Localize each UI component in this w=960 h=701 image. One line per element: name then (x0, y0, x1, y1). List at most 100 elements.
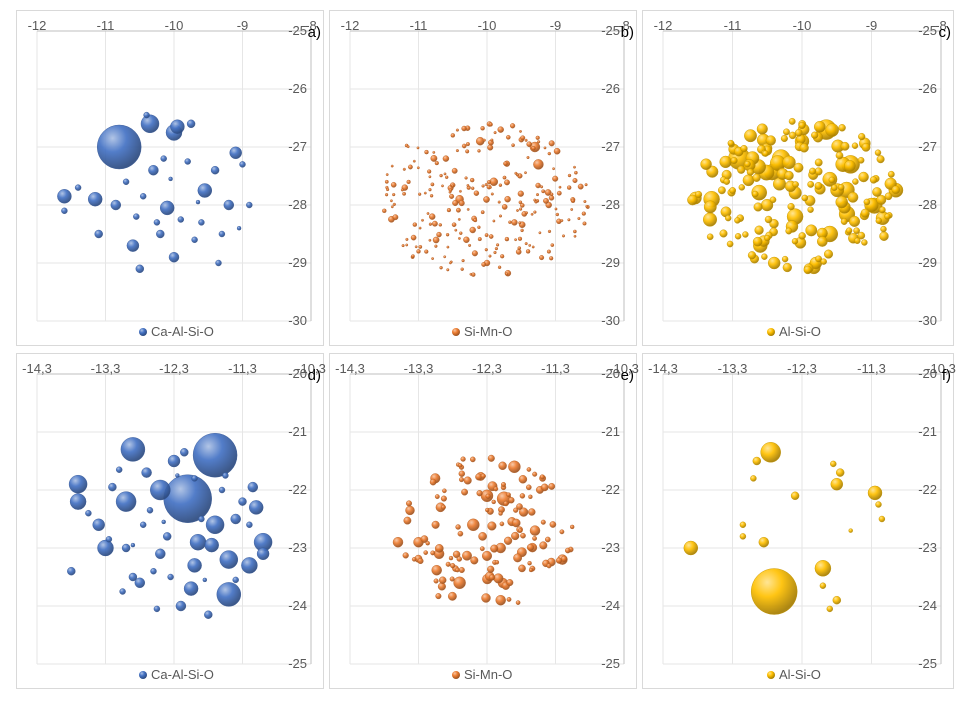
data-bubble (428, 188, 432, 192)
data-bubble (441, 184, 444, 188)
data-bubble (683, 540, 698, 556)
data-bubble (546, 563, 552, 569)
x-tick-label: -11 (97, 18, 115, 33)
data-bubble (450, 563, 456, 569)
data-bubble (110, 199, 122, 211)
data-bubble (535, 182, 541, 189)
data-bubble (528, 567, 534, 573)
data-bubble (187, 558, 202, 573)
data-bubble (765, 135, 776, 146)
panel-label: b) (621, 24, 634, 41)
data-bubble (825, 123, 839, 137)
data-bubble (863, 198, 871, 206)
data-bubble (449, 261, 452, 265)
y-tick-label: -26 (288, 81, 307, 96)
x-tick-label: -12,3 (787, 361, 817, 376)
data-bubble (798, 232, 806, 240)
data-bubble (574, 170, 578, 175)
y-tick-label: -24 (288, 598, 307, 613)
data-bubble (520, 532, 526, 539)
data-bubble (764, 215, 773, 224)
data-bubble (505, 135, 511, 140)
data-bubble (198, 515, 205, 523)
data-bubble (150, 567, 157, 575)
data-bubble (443, 172, 447, 176)
legend-marker (139, 671, 147, 679)
data-bubble (236, 225, 242, 231)
data-bubble (793, 162, 804, 173)
data-bubble (550, 243, 555, 247)
data-bubble (791, 238, 799, 245)
data-bubble (540, 483, 549, 492)
data-bubble (787, 203, 795, 211)
data-bubble (549, 192, 554, 197)
data-bubble (878, 206, 886, 214)
data-bubble (495, 594, 506, 606)
data-bubble (458, 477, 464, 483)
data-bubble (541, 189, 546, 194)
data-bubble (130, 542, 136, 548)
x-tick-label: -13,3 (404, 361, 434, 376)
data-bubble (700, 158, 712, 170)
data-bubble (216, 582, 242, 607)
y-tick-label: -28 (288, 197, 307, 212)
data-bubble (468, 243, 472, 247)
data-bubble (752, 190, 759, 198)
legend-label: Si-Mn-O (464, 324, 512, 339)
data-bubble (446, 208, 451, 213)
data-bubble (747, 251, 757, 260)
data-bubble (528, 243, 532, 247)
data-bubble (570, 198, 576, 204)
y-tick-label: -22 (601, 482, 620, 497)
x-tick-label: -9 (550, 18, 562, 33)
x-tick-label: -12 (28, 18, 47, 33)
data-bubble (752, 173, 761, 182)
data-bubble (528, 508, 536, 516)
x-tick-label: -14,3 (22, 361, 52, 376)
data-bubble (477, 237, 482, 242)
data-bubble (887, 170, 895, 178)
data-bubble (548, 140, 555, 147)
data-bubble (455, 567, 460, 573)
data-bubble (442, 488, 447, 494)
data-bubble (813, 121, 826, 133)
data-bubble (449, 576, 455, 582)
data-bubble (518, 221, 522, 225)
data-bubble (452, 550, 461, 559)
x-tick-label: -13,3 (91, 361, 121, 376)
data-bubble (168, 251, 180, 263)
data-bubble (792, 181, 799, 188)
data-bubble (746, 168, 755, 176)
data-bubble (256, 547, 270, 561)
data-bubble (830, 184, 838, 191)
data-bubble (835, 195, 848, 209)
data-bubble (577, 183, 584, 190)
data-bubble (385, 173, 389, 177)
data-bubble (815, 255, 823, 263)
data-bubble (807, 206, 814, 213)
data-bubble (524, 242, 528, 246)
data-bubble (531, 146, 536, 151)
data-bubble (549, 521, 557, 528)
data-bubble (241, 557, 258, 574)
y-tick-label: -20 (601, 366, 620, 381)
data-bubble (481, 184, 485, 188)
data-bubble (854, 237, 861, 245)
x-tick-label: -9 (237, 18, 249, 33)
x-tick-label: -8 (305, 18, 317, 33)
data-bubble (470, 186, 475, 191)
data-bubble (498, 214, 502, 218)
data-bubble (473, 190, 480, 196)
data-bubble (719, 155, 732, 169)
data-bubble (435, 593, 442, 600)
data-bubble (799, 143, 809, 153)
data-bubble (429, 478, 437, 486)
data-bubble (68, 474, 88, 494)
data-bubble (500, 481, 506, 487)
data-bubble (197, 183, 213, 198)
data-bubble (582, 221, 587, 226)
data-bubble (487, 454, 495, 462)
data-bubble (434, 244, 438, 248)
y-tick-label: -20 (288, 366, 307, 381)
data-bubble (133, 213, 140, 220)
